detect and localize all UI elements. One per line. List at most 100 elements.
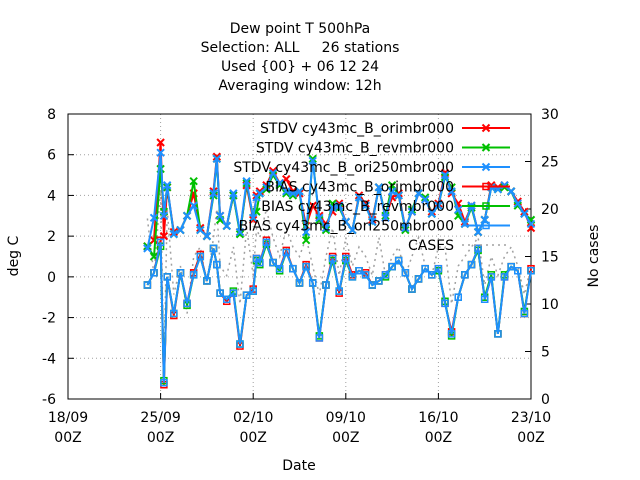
data-point-x-marker — [189, 201, 198, 210]
data-point-square-marker — [482, 202, 490, 210]
data-point-x-marker — [202, 231, 212, 241]
marker-stroke — [202, 231, 212, 241]
marker-stroke — [434, 201, 443, 210]
marker-stroke — [315, 215, 324, 225]
marker-stroke — [361, 201, 370, 210]
marker-stroke — [189, 176, 198, 186]
x-tick-label-date: 25/09 — [140, 410, 180, 426]
y2-tick-label: 0 — [541, 392, 550, 408]
y2-tick-label: 5 — [541, 345, 550, 361]
marker-stroke — [454, 205, 463, 214]
data-point-square-marker — [295, 279, 304, 287]
marker-stroke — [212, 152, 222, 161]
y-tick-label: -4 — [42, 351, 56, 367]
data-point-square-marker — [355, 267, 363, 275]
data-point-x-marker — [308, 156, 317, 166]
marker-stroke — [315, 213, 324, 223]
marker-stroke — [308, 201, 317, 210]
marker-stroke — [427, 209, 436, 218]
data-point-x-marker — [301, 236, 311, 245]
data-point-x-marker — [288, 189, 298, 198]
data-point-x-marker — [427, 209, 436, 218]
marker-stroke — [374, 183, 384, 192]
marker-stroke — [308, 156, 317, 166]
y-tick-label: 0 — [47, 270, 56, 286]
data-point-square-marker — [394, 256, 403, 265]
data-point-square-marker — [315, 334, 324, 342]
marker-stroke — [407, 207, 417, 216]
y-tick-label: 6 — [47, 148, 56, 164]
data-point-square-marker — [156, 238, 165, 246]
data-point-x-marker — [295, 187, 304, 196]
data-point-x-marker — [387, 187, 397, 196]
marker-stroke — [196, 225, 205, 235]
y-tick-label: -2 — [42, 311, 56, 327]
marker-stroke — [169, 229, 179, 239]
data-point-x-marker — [255, 187, 265, 196]
data-point-x-marker — [229, 189, 238, 198]
data-point-square-marker — [176, 269, 185, 277]
data-point-square-marker — [342, 254, 350, 263]
data-point-square-marker — [520, 309, 529, 318]
data-point-x-marker — [308, 154, 317, 163]
x-tick-label-time: 00Z — [517, 430, 544, 446]
legend-entry: STDV cy43mc_B_ori250mbr000 — [233, 160, 510, 176]
marker-stroke — [520, 209, 529, 218]
data-point-square-marker — [348, 273, 357, 281]
data-point-square-marker — [302, 262, 310, 271]
marker-stroke — [301, 236, 311, 245]
data-point-x-marker — [212, 152, 222, 161]
y-tick-label: 8 — [47, 107, 56, 123]
marker-stroke — [235, 229, 245, 239]
data-point-square-marker — [375, 277, 383, 285]
marker-stroke — [301, 227, 311, 237]
data-point-square-marker — [229, 289, 238, 297]
marker-stroke — [341, 217, 351, 227]
data-point-x-marker — [262, 183, 271, 192]
data-point-square-marker — [368, 281, 377, 289]
marker-stroke — [248, 213, 258, 223]
data-point-x-marker — [156, 148, 165, 157]
data-point-square-marker — [454, 293, 462, 301]
y-axis-label: deg C — [6, 235, 22, 276]
data-point-square-marker — [480, 295, 489, 303]
data-point-square-marker — [196, 252, 205, 261]
data-point-square-marker — [381, 271, 390, 279]
data-point-x-marker — [163, 181, 172, 190]
marker-stroke — [520, 207, 529, 216]
marker-stroke — [242, 176, 251, 186]
data-point-x-marker — [235, 227, 245, 237]
data-point-x-marker — [354, 193, 364, 202]
y-tick-label: 4 — [47, 188, 56, 204]
data-point-x-marker — [368, 217, 377, 227]
data-point-square-marker — [421, 264, 429, 273]
marker-stroke — [473, 227, 483, 237]
data-point-x-marker — [394, 191, 403, 200]
data-point-x-marker — [321, 223, 331, 233]
data-point-x-marker — [242, 176, 251, 186]
marker-stroke — [368, 217, 377, 227]
legend-label: BIAS cy43mc_B_revmbr000 — [261, 199, 454, 215]
legend-label: BIAS cy43mc_B_ori250mbr000 — [239, 219, 454, 235]
marker-stroke — [295, 187, 304, 196]
legend-entry: BIAS cy43mc_B_ori250mbr000 — [239, 219, 510, 235]
data-point-x-marker — [196, 225, 205, 235]
data-point-x-marker — [262, 185, 271, 194]
data-point-square-marker — [222, 295, 231, 303]
data-point-square-marker — [322, 281, 330, 289]
legend-label: STDV cy43mc_B_revmbr000 — [256, 141, 454, 157]
data-point-square-marker — [328, 254, 337, 263]
marker-stroke — [149, 252, 159, 261]
x-tick-label-date: 18/09 — [48, 410, 88, 426]
data-point-square-marker — [507, 262, 515, 271]
x-tick-label-time: 00Z — [332, 430, 359, 446]
data-point-x-marker — [159, 211, 169, 220]
data-point-square-marker — [308, 279, 317, 287]
data-point-square-marker — [474, 244, 482, 253]
x-tick-label-date: 09/10 — [326, 410, 366, 426]
data-point-square-marker — [482, 221, 490, 230]
marker-stroke — [156, 138, 165, 147]
marker-stroke — [394, 189, 403, 198]
data-point-square-marker — [289, 264, 297, 273]
marker-stroke — [182, 211, 192, 220]
